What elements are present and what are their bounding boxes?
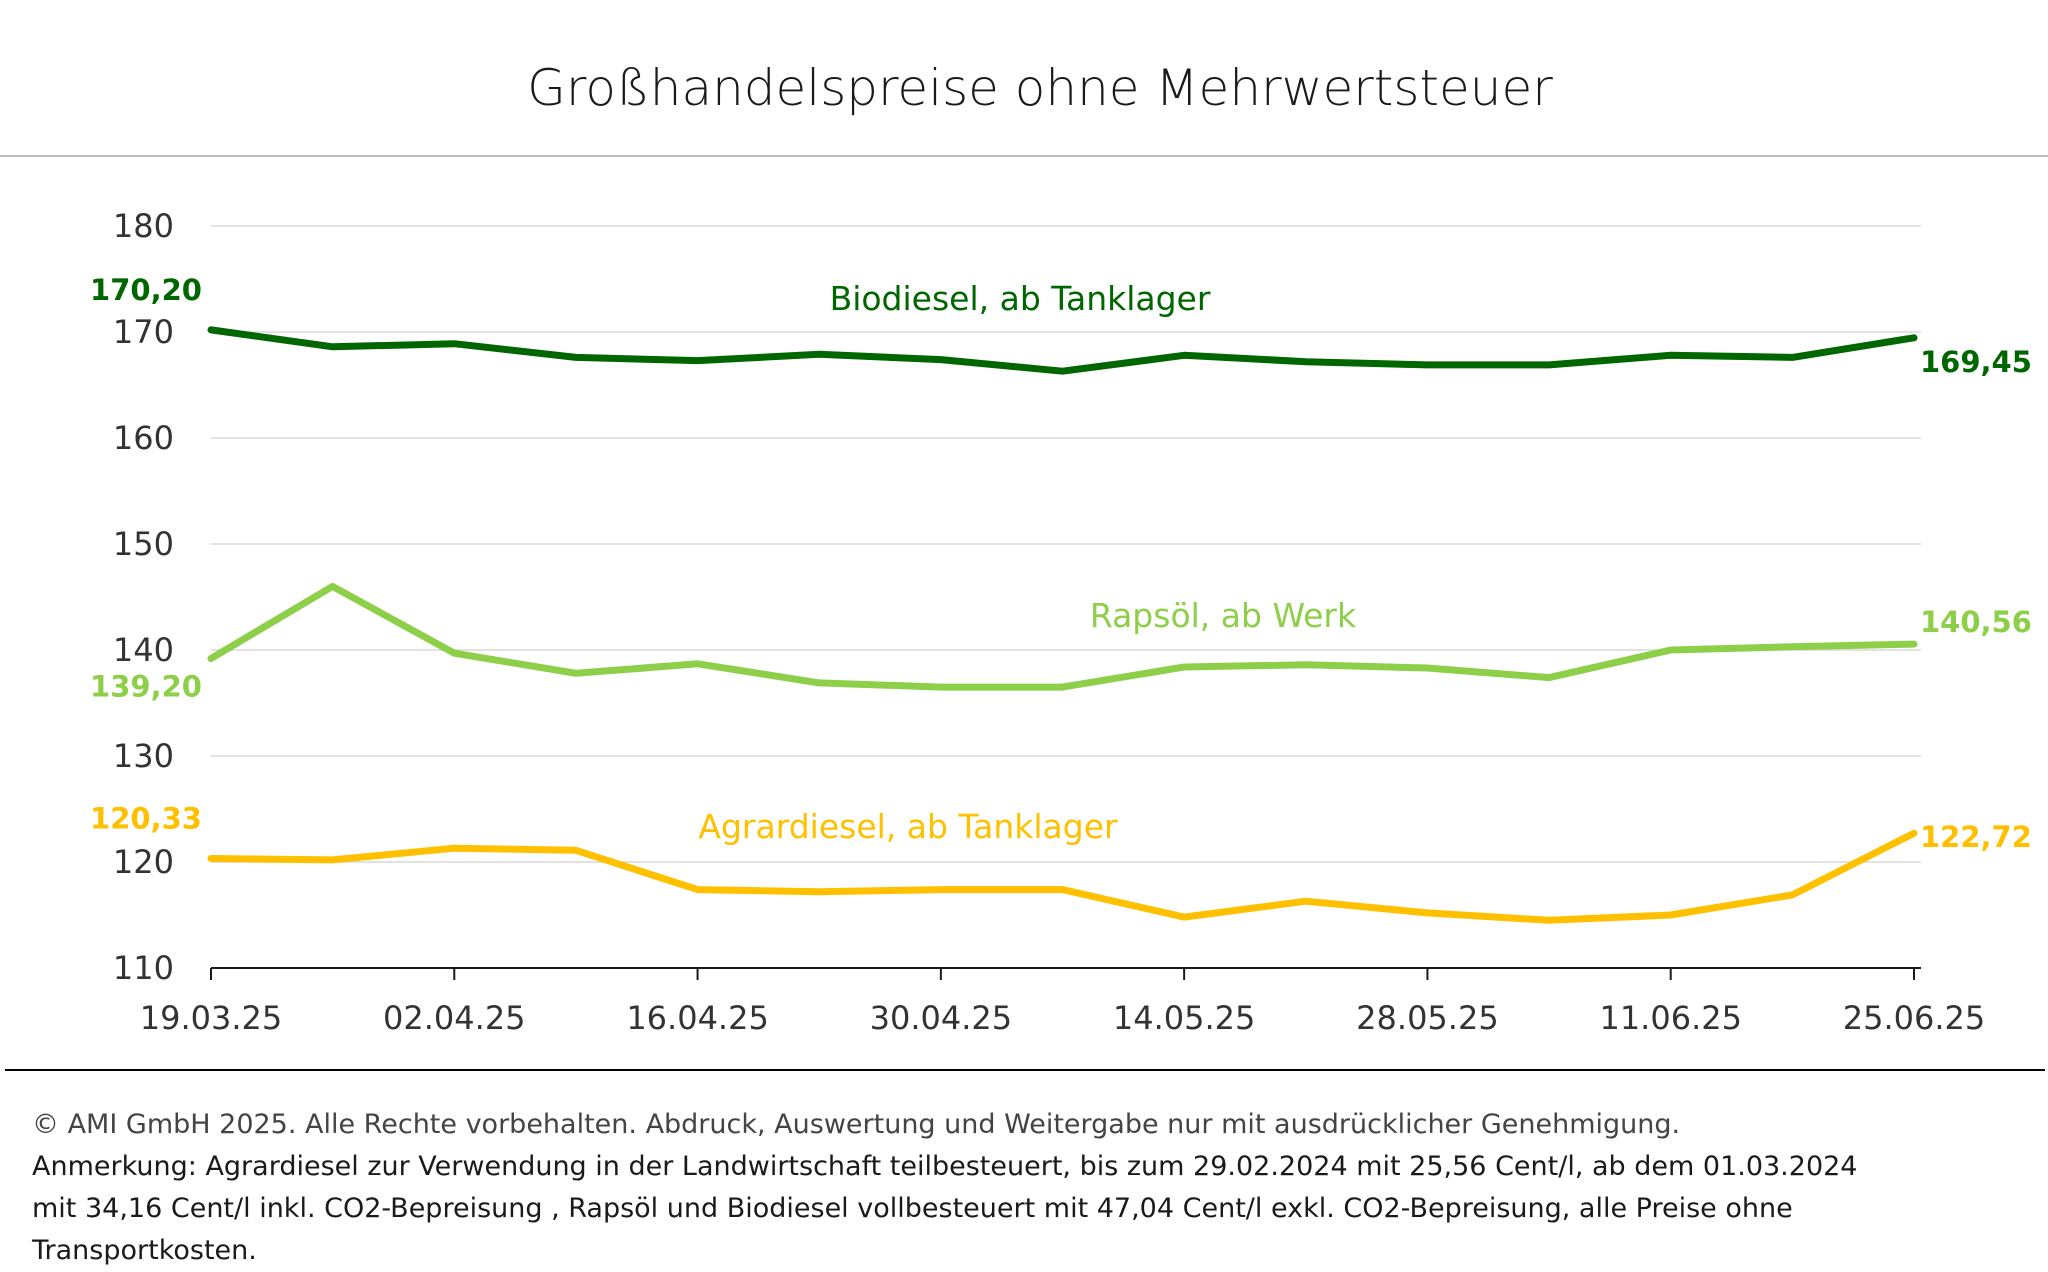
y-tick-label: 140: [113, 631, 174, 669]
x-tick-label: 14.05.25: [1113, 999, 1256, 1037]
data-labels: Biodiesel, ab Tanklager 170,20 169,45 Rapsö…: [90, 273, 2032, 854]
x-tick-label: 02.04.25: [383, 999, 526, 1037]
series-name-label: Biodiesel, ab Tanklager: [830, 279, 1211, 318]
x-tick-label: 25.06.25: [1843, 999, 1986, 1037]
series-line: [207, 326, 1918, 375]
y-tick-label: 180: [113, 207, 174, 245]
series: [207, 326, 1918, 924]
note-line-1: Anmerkung: Agrardiesel zur Verwendung in…: [32, 1151, 1858, 1182]
chart-title: Großhandelspreise ohne Mehrwertsteuer: [527, 59, 1553, 117]
y-tick-label: 120: [113, 843, 174, 881]
last-value-label: 140,56: [1920, 605, 2032, 639]
series-name-label: Rapsöl, ab Werk: [1090, 596, 1357, 635]
series-name-label: Agrardiesel, ab Tanklager: [698, 807, 1118, 846]
x-axis: 19.03.25 02.04.25 16.04.25 30.04.25 14.05.25…: [140, 967, 1986, 1037]
footer: © AMI GmbH 2025. Alle Rechte vorbehalten…: [32, 1104, 2022, 1272]
x-tick-label: 30.04.25: [870, 999, 1013, 1037]
first-value-label: 170,20: [90, 273, 202, 307]
x-tick-label: 11.06.25: [1599, 999, 1742, 1037]
y-tick-label: 130: [113, 737, 174, 775]
y-tick-label: 150: [113, 525, 174, 563]
y-tick-label: 110: [113, 949, 174, 987]
y-tick-label: 160: [113, 419, 174, 457]
x-tick-label: 16.04.25: [626, 999, 769, 1037]
series-line: [207, 582, 1918, 691]
x-tick-label: 28.05.25: [1356, 999, 1499, 1037]
y-axis: 110 120 130 140 150 160 170 180: [113, 207, 174, 987]
copyright-text: © AMI GmbH 2025. Alle Rechte vorbehalten…: [32, 1109, 1681, 1140]
note-line-2: mit 34,16 Cent/l inkl. CO2-Bepreisung , …: [32, 1193, 1793, 1266]
last-value-label: 169,45: [1920, 345, 2032, 379]
first-value-label: 120,33: [90, 802, 202, 836]
y-tick-label: 170: [113, 313, 174, 351]
series-line: [207, 829, 1918, 924]
x-tick-label: 19.03.25: [140, 999, 283, 1037]
first-value-label: 139,20: [90, 669, 202, 703]
last-value-label: 122,72: [1920, 820, 2032, 854]
gridlines: [211, 225, 1921, 863]
